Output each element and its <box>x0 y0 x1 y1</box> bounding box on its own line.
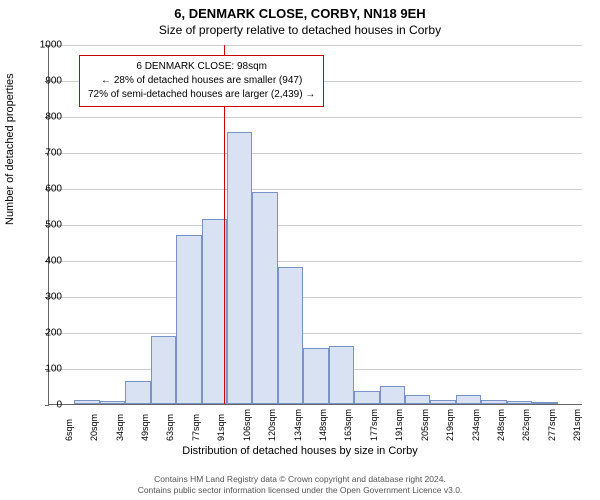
histogram-bar <box>532 402 557 404</box>
histogram-bar <box>430 400 455 404</box>
footer-line-2: Contains public sector information licen… <box>0 485 600 496</box>
y-tick-label: 400 <box>28 256 62 267</box>
footer-line-1: Contains HM Land Registry data © Crown c… <box>0 474 600 485</box>
gridline-h <box>49 45 582 46</box>
x-tick-label: 63sqm <box>165 414 175 441</box>
y-tick-label: 200 <box>28 328 62 339</box>
y-tick-label: 0 <box>28 400 62 411</box>
x-tick-label: 148sqm <box>318 409 328 441</box>
x-tick-label: 163sqm <box>343 409 353 441</box>
gridline-h <box>49 333 582 334</box>
histogram-bar <box>329 346 354 404</box>
histogram-bar <box>100 401 125 404</box>
y-tick-label: 600 <box>28 184 62 195</box>
x-tick-label: 219sqm <box>445 409 455 441</box>
histogram-bar <box>507 401 532 404</box>
x-axis-label: Distribution of detached houses by size … <box>0 445 600 457</box>
histogram-bar <box>481 400 506 404</box>
gridline-h <box>49 153 582 154</box>
histogram-bar <box>227 132 252 404</box>
histogram-bar <box>125 381 150 404</box>
x-tick-label: 234sqm <box>471 409 481 441</box>
x-tick-label: 34sqm <box>115 414 125 441</box>
gridline-h <box>49 225 582 226</box>
x-tick-label: 120sqm <box>267 409 277 441</box>
gridline-h <box>49 81 582 82</box>
histogram-bar <box>380 386 405 404</box>
y-axis-label: Number of detached properties <box>4 73 16 225</box>
histogram-bar <box>74 400 99 404</box>
x-tick-label: 248sqm <box>496 409 506 441</box>
histogram-bar <box>151 336 176 404</box>
gridline-h <box>49 189 582 190</box>
histogram-bar <box>303 348 328 404</box>
plot-area: 6 DENMARK CLOSE: 98sqm← 28% of detached … <box>48 45 582 405</box>
x-tick-label: 91sqm <box>216 414 226 441</box>
attribution-footer: Contains HM Land Registry data © Crown c… <box>0 474 600 496</box>
gridline-h <box>49 261 582 262</box>
x-tick-label: 191sqm <box>394 409 404 441</box>
histogram-bar <box>252 192 277 404</box>
chart-subtitle: Size of property relative to detached ho… <box>0 21 600 37</box>
x-tick-label: 277sqm <box>547 409 557 441</box>
x-tick-label: 106sqm <box>242 409 252 441</box>
reference-line <box>224 45 225 404</box>
y-tick-label: 300 <box>28 292 62 303</box>
x-tick-label: 77sqm <box>191 414 201 441</box>
x-tick-label: 177sqm <box>369 409 379 441</box>
gridline-h <box>49 117 582 118</box>
y-tick-label: 900 <box>28 76 62 87</box>
x-tick-label: 262sqm <box>521 409 531 441</box>
chart-container: 6 DENMARK CLOSE: 98sqm← 28% of detached … <box>48 45 582 405</box>
y-tick-label: 100 <box>28 364 62 375</box>
gridline-h <box>49 297 582 298</box>
y-tick-label: 1000 <box>28 40 62 51</box>
x-tick-label: 6sqm <box>64 419 74 441</box>
x-tick-label: 134sqm <box>293 409 303 441</box>
x-tick-label: 291sqm <box>572 409 582 441</box>
histogram-bar <box>176 235 201 404</box>
histogram-bar <box>278 267 303 404</box>
x-tick-label: 205sqm <box>420 409 430 441</box>
annotation-line: 6 DENMARK CLOSE: 98sqm <box>88 60 315 74</box>
x-tick-label: 49sqm <box>140 414 150 441</box>
y-tick-label: 700 <box>28 148 62 159</box>
y-tick-label: 500 <box>28 220 62 231</box>
histogram-bar <box>456 395 481 404</box>
y-tick-label: 800 <box>28 112 62 123</box>
histogram-bar <box>405 395 430 404</box>
annotation-line: 72% of semi-detached houses are larger (… <box>88 88 315 102</box>
x-tick-label: 20sqm <box>89 414 99 441</box>
histogram-bar <box>354 391 379 404</box>
chart-title: 6, DENMARK CLOSE, CORBY, NN18 9EH <box>0 0 600 21</box>
